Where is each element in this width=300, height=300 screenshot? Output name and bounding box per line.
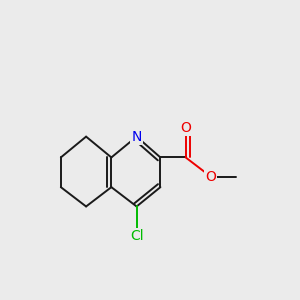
Text: O: O	[180, 121, 191, 135]
Text: Cl: Cl	[130, 229, 143, 243]
Text: O: O	[206, 170, 216, 184]
Text: N: N	[131, 130, 142, 144]
